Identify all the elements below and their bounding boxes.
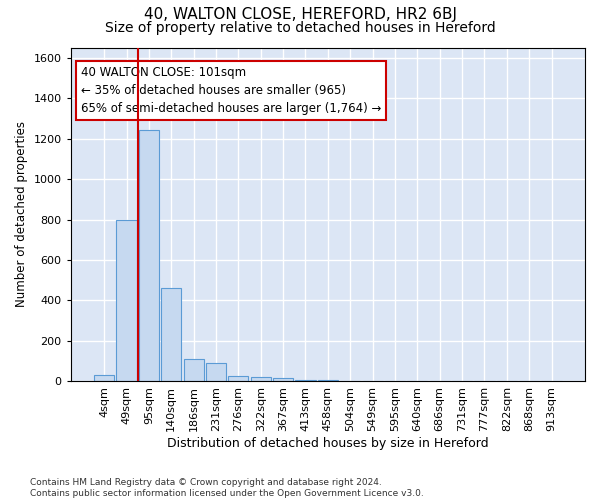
Bar xyxy=(116,220,137,382)
Bar xyxy=(184,359,203,382)
Text: Size of property relative to detached houses in Hereford: Size of property relative to detached ho… xyxy=(104,21,496,35)
X-axis label: Distribution of detached houses by size in Hereford: Distribution of detached houses by size … xyxy=(167,437,488,450)
Bar xyxy=(295,380,316,382)
Bar xyxy=(318,380,338,382)
Text: 40 WALTON CLOSE: 101sqm
← 35% of detached houses are smaller (965)
65% of semi-d: 40 WALTON CLOSE: 101sqm ← 35% of detache… xyxy=(81,66,382,115)
Text: 40, WALTON CLOSE, HEREFORD, HR2 6BJ: 40, WALTON CLOSE, HEREFORD, HR2 6BJ xyxy=(143,8,457,22)
Bar xyxy=(273,378,293,382)
Bar xyxy=(161,288,181,382)
Bar xyxy=(251,378,271,382)
Bar xyxy=(206,363,226,382)
Bar xyxy=(229,376,248,382)
Text: Contains HM Land Registry data © Crown copyright and database right 2024.
Contai: Contains HM Land Registry data © Crown c… xyxy=(30,478,424,498)
Y-axis label: Number of detached properties: Number of detached properties xyxy=(15,122,28,308)
Bar xyxy=(139,130,159,382)
Bar xyxy=(94,376,114,382)
